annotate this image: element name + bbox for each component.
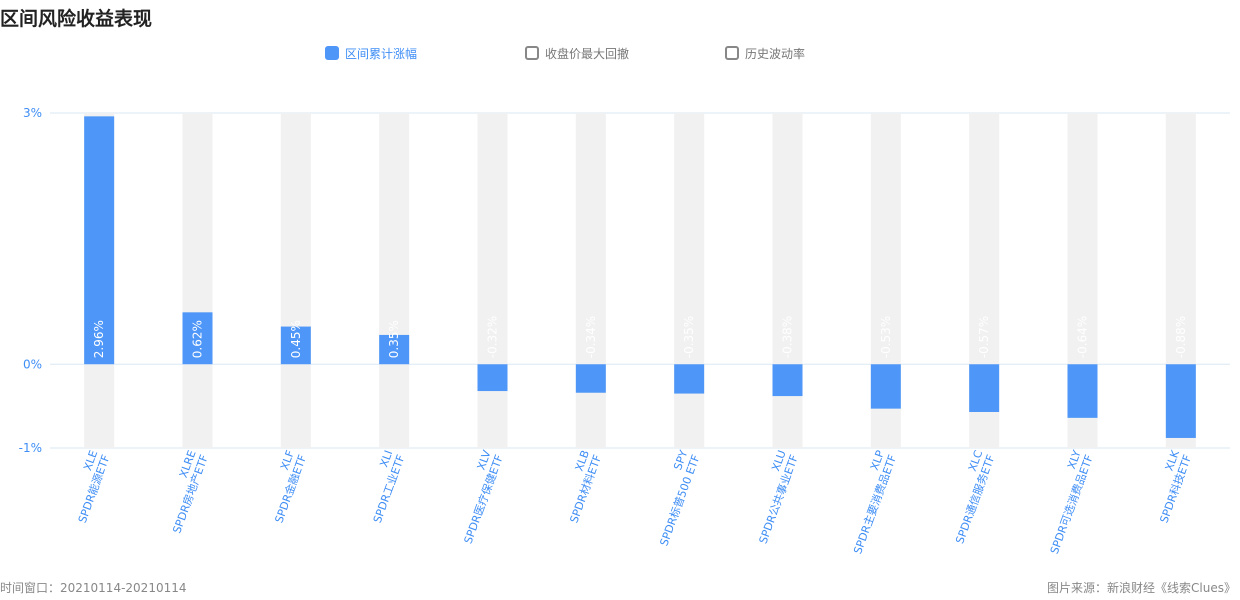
bar-value-label: 0.45% [289, 320, 303, 358]
bar-track [379, 113, 410, 448]
bar [772, 364, 803, 397]
checkbox-unchecked-icon [725, 46, 739, 60]
bar [280, 326, 311, 365]
y-tick-label: -1% [19, 441, 42, 455]
bar [674, 364, 705, 394]
x-tick-code: XLF [278, 449, 297, 472]
legend-item-max-drawdown[interactable]: 收盘价最大回撤 [525, 44, 629, 62]
bar-value-label: -0.34% [584, 316, 598, 358]
page-title: 区间风险收益表现 [0, 8, 153, 30]
bar-track [280, 113, 311, 448]
bar-track [575, 113, 606, 448]
bar [477, 364, 508, 392]
legend-item-historical-volatility[interactable]: 历史波动率 [725, 44, 805, 62]
legend-label: 历史波动率 [745, 46, 806, 61]
bar [575, 364, 606, 393]
bar [84, 116, 115, 365]
bar [969, 364, 1000, 412]
bar [870, 364, 901, 409]
bar [1165, 364, 1196, 438]
checkbox-unchecked-icon [525, 46, 539, 60]
bar-value-label: -0.64% [1076, 316, 1090, 358]
bar [379, 334, 410, 365]
time-window-note: 时间窗口：20210114-20210114 [0, 581, 187, 595]
bar-value-label: -0.32% [486, 316, 500, 358]
bar-value-label: -0.53% [879, 316, 893, 358]
bar-value-label: 2.96% [92, 320, 106, 358]
legend-label: 收盘价最大回撤 [545, 46, 630, 61]
bar-value-label: -0.35% [682, 316, 696, 358]
bar [182, 312, 213, 365]
bar-track [772, 113, 803, 448]
bar-value-label: -0.38% [781, 316, 795, 358]
legend-item-cumulative-return[interactable]: 区间累计涨幅 [325, 44, 417, 62]
x-tick-code: XLY [1065, 448, 1084, 470]
bar [1067, 364, 1098, 418]
bar-value-label: -0.88% [1174, 316, 1188, 358]
bar-track [182, 113, 213, 448]
image-source-note: 图片来源：新浪财经《线索Clues》 [1047, 581, 1236, 595]
legend-label: 区间累计涨幅 [345, 46, 418, 61]
bar-value-label: 0.62% [191, 320, 205, 358]
bar-value-label: 0.35% [387, 320, 401, 358]
y-tick-label: 3% [23, 106, 42, 120]
y-tick-label: 0% [23, 357, 42, 371]
bar-value-label: -0.57% [977, 316, 991, 358]
bar-track [477, 113, 508, 448]
bar-track [674, 113, 705, 448]
x-tick-code: XLI [377, 449, 395, 469]
checkbox-checked-icon [325, 46, 339, 60]
